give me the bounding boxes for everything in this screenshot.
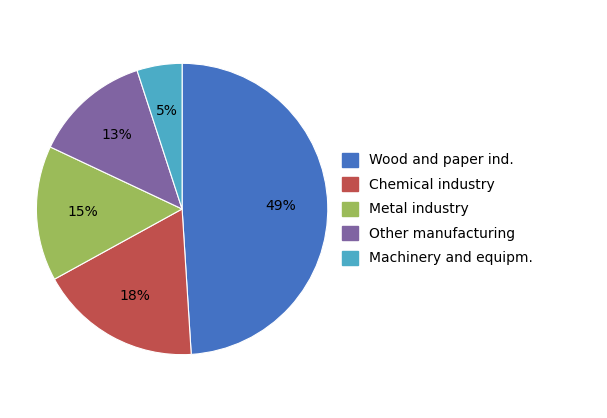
- Wedge shape: [36, 147, 182, 279]
- Text: 15%: 15%: [68, 205, 98, 219]
- Text: 13%: 13%: [101, 127, 132, 142]
- Legend: Wood and paper ind., Chemical industry, Metal industry, Other manufacturing, Mac: Wood and paper ind., Chemical industry, …: [334, 145, 540, 273]
- Wedge shape: [137, 63, 182, 209]
- Text: 49%: 49%: [266, 199, 296, 213]
- Wedge shape: [55, 209, 191, 355]
- Wedge shape: [182, 63, 328, 354]
- Text: 5%: 5%: [155, 104, 177, 118]
- Wedge shape: [50, 71, 182, 209]
- Text: 18%: 18%: [119, 289, 150, 303]
